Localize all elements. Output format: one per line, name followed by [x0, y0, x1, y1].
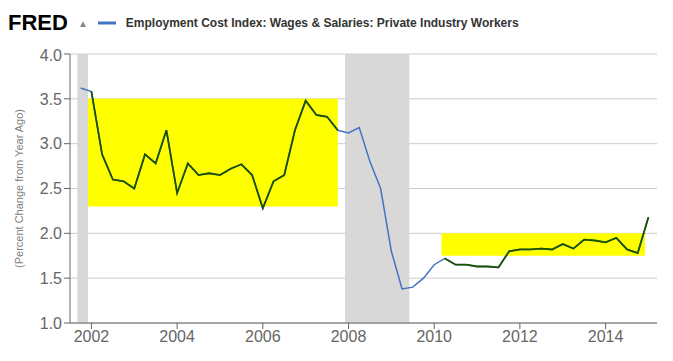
svg-text:2.0: 2.0 [40, 225, 62, 242]
svg-text:2008: 2008 [331, 328, 367, 345]
svg-text:2010: 2010 [416, 328, 452, 345]
svg-text:1.0: 1.0 [40, 315, 62, 332]
svg-text:2002: 2002 [74, 328, 110, 345]
svg-text:3.0: 3.0 [40, 135, 62, 152]
svg-text:2014: 2014 [588, 328, 624, 345]
html-text:Employment Cost Index: Wages &: Employment Cost Index: Wages & Salaries:… [125, 16, 519, 30]
svg-text:2012: 2012 [502, 328, 538, 345]
svg-text:4.0: 4.0 [40, 47, 62, 64]
svg-text:(Percent Change from Year Ago): (Percent Change from Year Ago) [13, 109, 25, 268]
svg-text:2004: 2004 [159, 328, 195, 345]
svg-text:2006: 2006 [245, 328, 281, 345]
html-text:FRED: FRED [8, 10, 68, 35]
svg-text:1.5: 1.5 [40, 270, 62, 287]
svg-text:3.5: 3.5 [40, 91, 62, 108]
svg-text:2.5: 2.5 [40, 180, 62, 197]
